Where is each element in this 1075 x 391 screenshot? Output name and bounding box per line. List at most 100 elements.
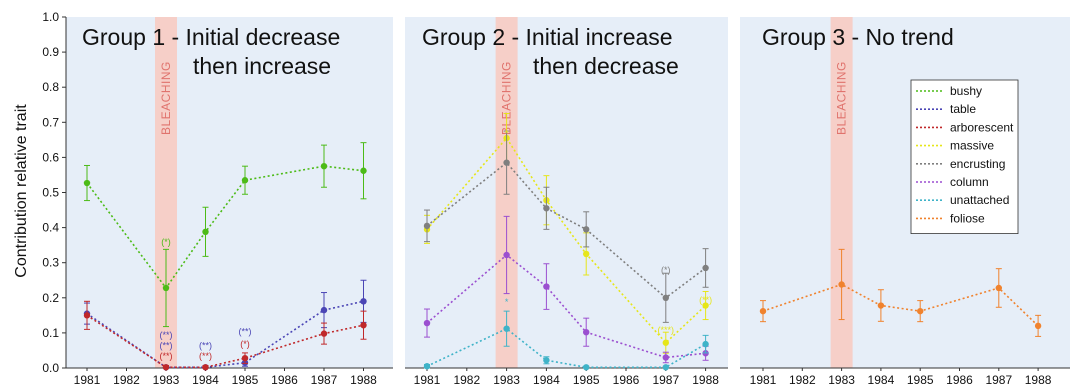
panel-title-line1: Group 1 - Initial decrease <box>82 24 340 50</box>
legend-label: encrusting <box>950 157 1005 171</box>
significance-marker: (*) <box>240 339 250 349</box>
x-tick-label: 1986 <box>613 373 640 387</box>
legend-label: table <box>950 102 976 116</box>
y-tick-label: 0.6 <box>42 150 59 164</box>
panel-background <box>66 17 393 368</box>
data-point <box>583 250 590 258</box>
panel-title-line1: Group 2 - Initial increase <box>422 24 673 50</box>
data-point <box>423 319 431 327</box>
y-tick-label: 1.0 <box>42 10 59 24</box>
series-arborescent <box>83 300 367 371</box>
x-tick-label: 1984 <box>192 373 219 387</box>
series-bushy <box>83 142 367 328</box>
data-point <box>995 284 1002 292</box>
y-tick-label: 0.7 <box>42 115 59 129</box>
series-line <box>86 314 364 369</box>
data-point <box>662 354 669 361</box>
x-tick-label: 1987 <box>311 373 338 387</box>
significance-marker: (*) <box>661 265 671 275</box>
legend-label: massive <box>950 139 994 153</box>
x-tick-label: 1983 <box>828 373 855 387</box>
data-point <box>543 283 550 290</box>
data-point <box>360 298 367 305</box>
series-line <box>426 327 707 369</box>
data-point <box>662 364 669 371</box>
x-tick-label: 1984 <box>533 373 560 387</box>
significance-marker: * <box>505 297 509 307</box>
legend-box <box>910 79 1019 235</box>
data-point <box>1034 322 1042 330</box>
x-tick-label: 1987 <box>985 373 1012 387</box>
y-tick-label: 0.0 <box>42 361 59 375</box>
legend-label: foliose <box>950 211 985 225</box>
bleaching-label: BLEACHING <box>835 61 849 135</box>
data-point <box>662 339 669 346</box>
legend: bushy table arborescent massive encrusting co… <box>910 79 1019 235</box>
panel-title-line2: then increase <box>193 53 331 79</box>
series-unattached <box>423 310 709 371</box>
series-line <box>86 165 364 290</box>
panel-group-2: Group 2 - Initial increase then decrease… <box>405 24 728 387</box>
series-foliose <box>759 248 1042 337</box>
x-tick-label: 1981 <box>414 373 441 387</box>
x-tick-label: 1988 <box>1025 373 1052 387</box>
data-point <box>583 364 590 371</box>
significance-marker: (**) <box>199 351 212 361</box>
y-tick-label: 0.8 <box>42 80 59 94</box>
series-encrusting <box>423 130 709 323</box>
x-tick-label: 1982 <box>113 373 140 387</box>
panel-title-line2: then decrease <box>533 53 679 79</box>
x-tick-label: 1985 <box>573 373 600 387</box>
legend-label: arborescent <box>950 120 1014 134</box>
significance-marker: (**) <box>160 330 173 340</box>
panel-group-3: Group 3 - No trend BLEACHING 1981 1982 1983… <box>740 24 1070 387</box>
significance-marker: (**) <box>239 327 252 337</box>
x-tick-label: 1983 <box>493 373 520 387</box>
significance-marker: (**) <box>199 341 212 351</box>
x-tick-label: 1984 <box>868 373 895 387</box>
series-line <box>86 300 364 369</box>
y-tick-label: 0.3 <box>42 256 59 270</box>
significance-marker: (**) <box>160 341 173 351</box>
data-point <box>83 179 91 187</box>
y-axis: 0.0 0.1 0.2 0.3 0.4 0.5 0.6 0.7 0.8 0.9 1.0 <box>42 10 67 375</box>
data-point <box>320 330 328 337</box>
x-tick-label: 1988 <box>350 373 377 387</box>
legend-label: bushy <box>950 84 982 98</box>
significance-marker: (***) <box>658 325 675 335</box>
data-point <box>838 281 845 288</box>
data-point <box>877 302 885 309</box>
bleaching-label: BLEACHING <box>159 61 173 135</box>
data-point <box>162 364 170 371</box>
data-point <box>360 167 367 174</box>
data-point <box>759 307 767 315</box>
data-point <box>543 357 550 364</box>
series-line <box>426 161 707 299</box>
significance-marker: * <box>505 128 509 138</box>
data-point <box>423 363 431 370</box>
bleaching-label: BLEACHING <box>500 61 514 135</box>
x-tick-label: 1986 <box>271 373 298 387</box>
y-tick-label: 0.5 <box>42 186 59 200</box>
x-tick-label: 1988 <box>692 373 719 387</box>
data-point <box>320 306 328 314</box>
panel-title-line1: Group 3 - No trend <box>762 24 954 50</box>
data-point <box>503 251 510 259</box>
data-point <box>320 162 328 170</box>
x-tick-label: 1987 <box>652 373 679 387</box>
data-point <box>583 328 590 336</box>
bleaching-band <box>830 17 853 368</box>
data-point <box>503 159 510 166</box>
data-point <box>241 354 249 362</box>
data-point <box>702 340 709 348</box>
x-tick-label: 1983 <box>153 373 180 387</box>
panel-group-1: Group 1 - Initial decrease then increase… <box>66 24 393 387</box>
data-point <box>543 205 550 212</box>
x-tick-label: 1981 <box>750 373 777 387</box>
x-tick-label: 1981 <box>74 373 101 387</box>
data-point <box>503 325 510 332</box>
panel-background <box>740 17 1070 368</box>
legend-label: unattached <box>950 193 1009 207</box>
data-point <box>662 294 669 301</box>
